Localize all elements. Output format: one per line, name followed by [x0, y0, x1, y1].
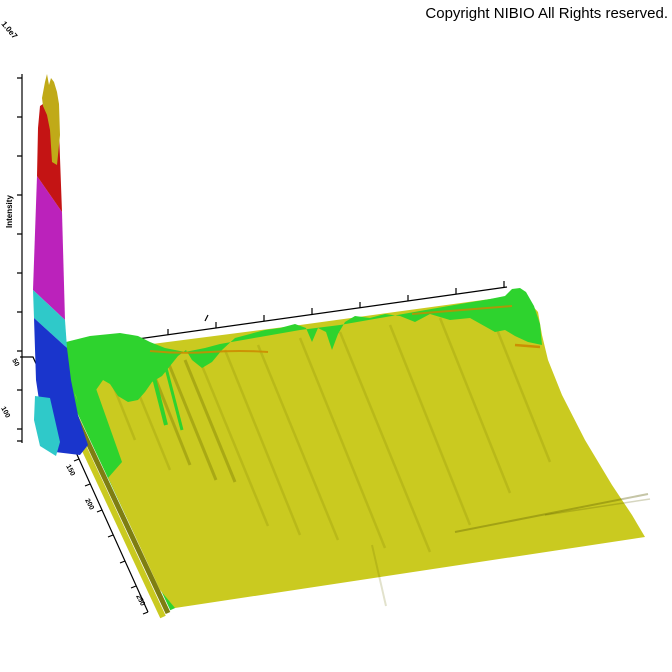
ridge-orange-accents — [149, 305, 541, 354]
origin-peak — [33, 74, 122, 478]
peak-band-magenta — [33, 176, 65, 320]
front-axis-tick-label: 100 — [0, 406, 11, 420]
front-axis-tick-label: 250 — [134, 594, 146, 608]
surface-streak — [166, 361, 218, 481]
peak-band-cyan — [33, 290, 67, 348]
surface-crease — [544, 498, 651, 516]
back-axis-line — [94, 286, 508, 346]
orange-accent — [149, 350, 269, 354]
z-axis-label: Intensity — [5, 195, 14, 228]
surface-streak — [388, 324, 472, 526]
surface-streak — [256, 344, 340, 541]
surface-streak — [488, 311, 552, 463]
surface-streak — [298, 337, 387, 549]
front-axis-tick-label: 150 — [64, 464, 76, 478]
z-axis-max-tick-label: 1.0e7 — [0, 20, 20, 42]
ridge-drip — [150, 369, 168, 426]
surface-streak — [196, 355, 270, 527]
orange-accent — [411, 305, 513, 315]
peak-tip-yellow — [42, 74, 60, 165]
front-axis-tick-label: 50 — [10, 358, 20, 368]
surface-crease — [454, 493, 649, 533]
front-axis-line — [20, 356, 149, 613]
orange-accent — [514, 343, 541, 349]
copyright-text: Copyright NIBIO All Rights reserved. — [425, 5, 668, 22]
surface-streak — [438, 317, 512, 494]
ridge-drip — [164, 367, 184, 431]
plateau-surface — [60, 294, 645, 608]
z-axis — [17, 74, 23, 443]
surface-crease — [371, 544, 387, 607]
front-axis-tick-label: 200 — [83, 498, 95, 512]
peak-band-green-base — [70, 366, 122, 478]
z-axis-ticks — [17, 77, 22, 442]
surface-streak — [338, 331, 432, 553]
surface-streak — [183, 359, 237, 483]
peak-band-cyan-foot — [34, 396, 60, 456]
surface-streak — [223, 349, 302, 536]
back-ridge-green — [66, 288, 542, 402]
surface-streaks — [103, 311, 651, 607]
floating-tick — [204, 314, 209, 322]
